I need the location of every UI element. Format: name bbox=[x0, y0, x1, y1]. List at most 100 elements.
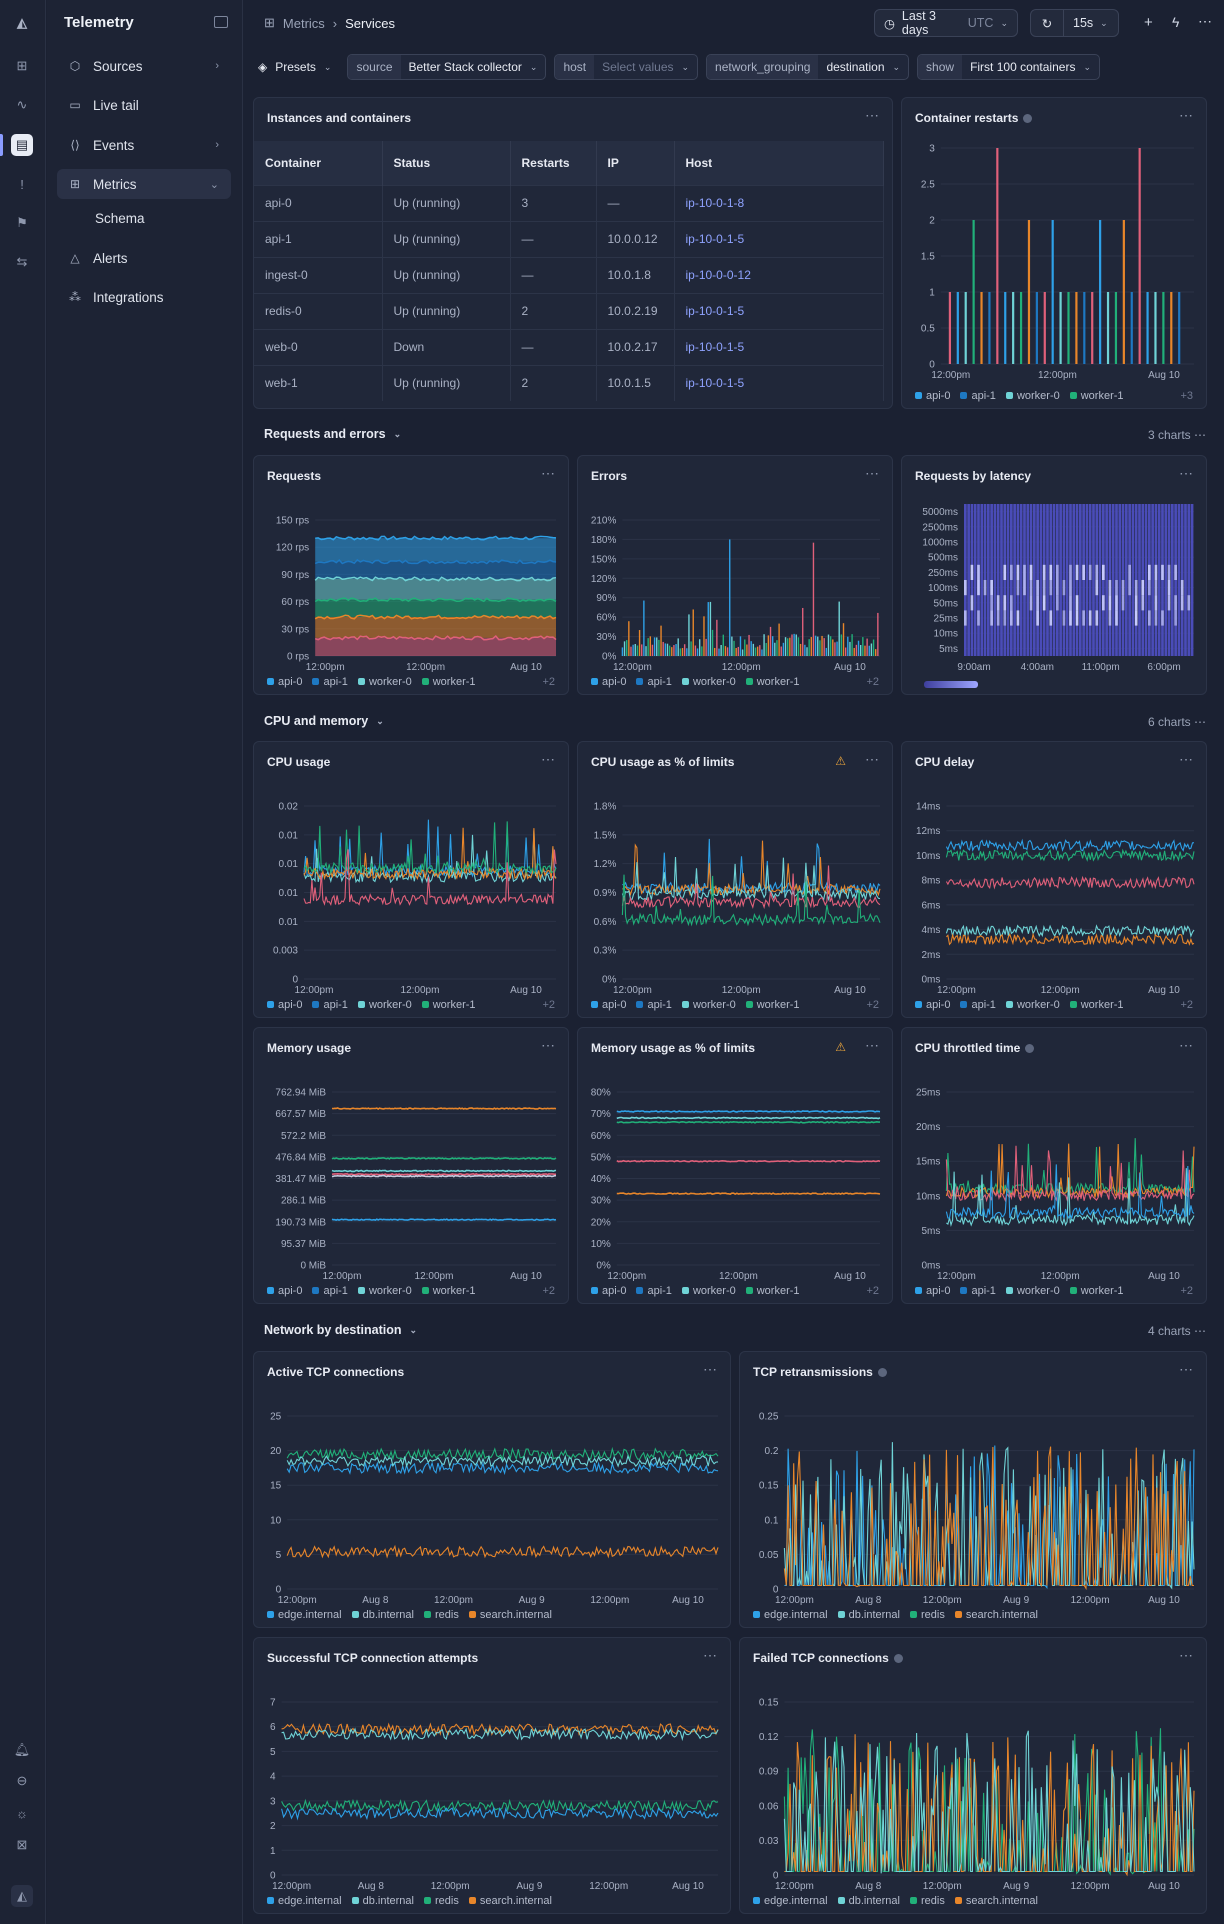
legend-more[interactable]: +2 bbox=[1180, 999, 1193, 1011]
settings-sliders-icon[interactable]: ⇆ bbox=[16, 254, 28, 269]
filter-source[interactable]: source Better Stack collector ⌄ bbox=[347, 54, 547, 80]
legend-item[interactable]: worker-0 bbox=[357, 999, 412, 1011]
card-menu-icon[interactable]: ⋯ bbox=[541, 465, 556, 481]
legend-item[interactable]: api-1 bbox=[636, 676, 672, 688]
legend-item[interactable]: redis bbox=[423, 1895, 459, 1907]
table-row[interactable]: api-0 Up (running) 3— ip-10-0-1-8 bbox=[254, 184, 884, 221]
legend-item[interactable]: edge.internal bbox=[753, 1895, 828, 1907]
legend-item[interactable]: api-0 bbox=[267, 1285, 302, 1297]
legend-item[interactable]: api-1 bbox=[960, 390, 996, 402]
legend-item[interactable]: api-1 bbox=[312, 1285, 348, 1297]
table-cell[interactable]: ip-10-0-1-8 bbox=[674, 184, 884, 221]
card-menu-icon[interactable]: ⋯ bbox=[541, 1037, 556, 1053]
legend-item[interactable]: api-0 bbox=[591, 676, 626, 688]
legend-item[interactable]: edge.internal bbox=[267, 1895, 342, 1907]
legend-item[interactable]: worker-1 bbox=[745, 999, 800, 1011]
legend-item[interactable]: worker-1 bbox=[1069, 999, 1124, 1011]
column-header[interactable]: Host bbox=[674, 141, 884, 185]
legend-item[interactable]: db.internal bbox=[351, 1609, 414, 1621]
table-row[interactable]: web-0 Down —10.0.2.17 ip-10-0-1-5 bbox=[254, 328, 884, 365]
sidebar-item-alerts[interactable]: △ Alerts bbox=[57, 243, 231, 273]
time-range-picker[interactable]: ◷ Last 3 days UTC ⌄ bbox=[874, 9, 1018, 37]
presets-button[interactable]: ◈ Presets ⌄ bbox=[258, 54, 339, 80]
legend-item[interactable]: redis bbox=[909, 1609, 945, 1621]
legend-item[interactable]: worker-0 bbox=[357, 676, 412, 688]
legend-item[interactable]: worker-1 bbox=[421, 999, 476, 1011]
legend-item[interactable]: api-0 bbox=[915, 390, 950, 402]
add-icon[interactable]: + bbox=[1144, 14, 1153, 31]
lightning-icon[interactable]: ϟ bbox=[1172, 14, 1180, 30]
telemetry-icon[interactable]: ▤ bbox=[11, 134, 33, 156]
more-icon[interactable]: ⋯ bbox=[1194, 428, 1206, 442]
legend-more[interactable]: +2 bbox=[866, 1285, 879, 1297]
sidebar-item-live-tail[interactable]: ▭ Live tail bbox=[57, 90, 231, 120]
legend-item[interactable]: worker-1 bbox=[745, 676, 800, 688]
sidebar-item-schema[interactable]: Schema bbox=[57, 203, 231, 233]
legend-item[interactable]: db.internal bbox=[837, 1895, 900, 1907]
legend-item[interactable]: api-1 bbox=[960, 1285, 996, 1297]
legend-item[interactable]: search.internal bbox=[954, 1609, 1038, 1621]
plus-square-icon[interactable]: ⊞ bbox=[16, 58, 28, 73]
card-menu-icon[interactable]: ⋯ bbox=[1179, 751, 1194, 767]
filter-network-grouping[interactable]: network_grouping destination ⌄ bbox=[706, 54, 910, 80]
card-menu-icon[interactable]: ⋯ bbox=[865, 107, 880, 123]
more-icon[interactable]: ⋯ bbox=[1194, 715, 1206, 729]
table-row[interactable]: web-1 Up (running) 2 10.0.1.5 ip-10-0-1-5 bbox=[254, 364, 884, 401]
legend-more[interactable]: +2 bbox=[1180, 1285, 1193, 1297]
card-menu-icon[interactable]: ⋯ bbox=[703, 1361, 718, 1377]
legend-item[interactable]: redis bbox=[423, 1609, 459, 1621]
refresh-interval-select[interactable]: 15s ⌄ bbox=[1063, 9, 1119, 37]
legend-item[interactable]: edge.internal bbox=[753, 1609, 828, 1621]
table-row[interactable]: ingest-0 Up (running) —10.0.1.8 ip-10-0-0-1… bbox=[254, 256, 884, 293]
info-icon[interactable] bbox=[877, 1368, 887, 1377]
legend-more[interactable]: +2 bbox=[542, 676, 555, 688]
table-row[interactable]: redis-0 Up (running) 2 10.0.2.19 ip-10-0-1-5 bbox=[254, 292, 884, 329]
legend-more[interactable]: +2 bbox=[542, 999, 555, 1011]
section-requests-errors[interactable]: Requests and errors ⌄ bbox=[264, 427, 401, 441]
legend-item[interactable]: db.internal bbox=[837, 1609, 900, 1621]
legend-item[interactable]: worker-0 bbox=[1005, 1285, 1060, 1297]
more-icon[interactable]: ⋯ bbox=[1198, 13, 1212, 29]
card-menu-icon[interactable]: ⋯ bbox=[1179, 1361, 1194, 1377]
logo-icon[interactable]: ◭ bbox=[17, 15, 27, 30]
filter-show[interactable]: show First 100 containers ⌄ bbox=[917, 54, 1100, 80]
legend-item[interactable]: search.internal bbox=[468, 1895, 552, 1907]
legend-item[interactable]: db.internal bbox=[351, 1895, 414, 1907]
warning-icon[interactable]: ⚠ bbox=[835, 754, 846, 768]
column-header[interactable]: IP bbox=[596, 141, 675, 185]
info-icon[interactable] bbox=[1023, 114, 1033, 123]
legend-item[interactable]: worker-1 bbox=[1069, 1285, 1124, 1297]
sidebar-item-metrics[interactable]: ⊞ Metrics ⌄ bbox=[57, 169, 231, 199]
legend-item[interactable]: search.internal bbox=[468, 1609, 552, 1621]
refresh-button[interactable]: ↻ bbox=[1030, 9, 1064, 37]
legend-item[interactable]: worker-0 bbox=[1005, 390, 1060, 402]
section-network[interactable]: Network by destination ⌄ bbox=[264, 1323, 417, 1337]
legend-item[interactable]: redis bbox=[909, 1895, 945, 1907]
legend-item[interactable]: api-0 bbox=[267, 676, 302, 688]
incident-icon[interactable]: ! bbox=[20, 176, 24, 192]
sidebar-item-events[interactable]: ⟨⟩ Events › bbox=[57, 130, 231, 160]
legend-item[interactable]: worker-0 bbox=[681, 676, 736, 688]
legend-more[interactable]: +2 bbox=[866, 676, 879, 688]
legend-item[interactable]: api-1 bbox=[636, 999, 672, 1011]
legend-more[interactable]: +2 bbox=[866, 999, 879, 1011]
legend-item[interactable]: api-0 bbox=[267, 999, 302, 1011]
help-icon[interactable]: ⊖ bbox=[16, 1773, 28, 1788]
table-cell[interactable]: ip-10-0-1-5 bbox=[674, 220, 884, 257]
table-cell[interactable]: ip-10-0-1-5 bbox=[674, 292, 884, 329]
legend-more[interactable]: +3 bbox=[1180, 390, 1193, 402]
legend-more[interactable]: +2 bbox=[542, 1285, 555, 1297]
legend-item[interactable]: worker-1 bbox=[421, 1285, 476, 1297]
section-cpu-memory[interactable]: CPU and memory ⌄ bbox=[264, 714, 384, 728]
column-header[interactable]: Container bbox=[254, 141, 383, 185]
column-header[interactable]: Status bbox=[382, 141, 511, 185]
card-menu-icon[interactable]: ⋯ bbox=[1179, 107, 1194, 123]
legend-item[interactable]: worker-1 bbox=[745, 1285, 800, 1297]
filter-host[interactable]: host Select values ⌄ bbox=[554, 54, 699, 80]
table-row[interactable]: api-1 Up (running) —10.0.0.12 ip-10-0-1-5 bbox=[254, 220, 884, 257]
legend-item[interactable]: search.internal bbox=[954, 1895, 1038, 1907]
card-menu-icon[interactable]: ⋯ bbox=[865, 465, 880, 481]
card-menu-icon[interactable]: ⋯ bbox=[865, 1037, 880, 1053]
legend-item[interactable]: worker-0 bbox=[357, 1285, 412, 1297]
workspace-icon[interactable]: ⊠ bbox=[16, 1837, 28, 1852]
